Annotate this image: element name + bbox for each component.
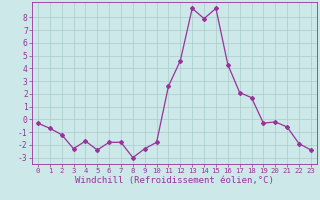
X-axis label: Windchill (Refroidissement éolien,°C): Windchill (Refroidissement éolien,°C) [75,176,274,185]
